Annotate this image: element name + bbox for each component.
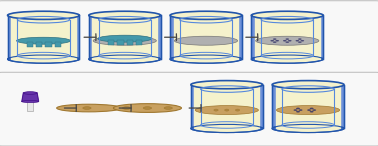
- Ellipse shape: [285, 38, 289, 40]
- Ellipse shape: [296, 108, 300, 109]
- Ellipse shape: [276, 106, 340, 115]
- Polygon shape: [191, 85, 263, 128]
- Ellipse shape: [143, 107, 152, 109]
- Ellipse shape: [288, 40, 291, 41]
- Ellipse shape: [312, 109, 316, 111]
- Ellipse shape: [195, 106, 259, 115]
- Ellipse shape: [307, 109, 311, 111]
- Polygon shape: [92, 15, 157, 59]
- Polygon shape: [194, 85, 259, 128]
- Ellipse shape: [170, 55, 242, 63]
- Bar: [45, 42, 52, 47]
- Ellipse shape: [298, 38, 302, 40]
- Ellipse shape: [294, 109, 297, 111]
- Polygon shape: [11, 15, 76, 59]
- Ellipse shape: [194, 125, 259, 132]
- Ellipse shape: [194, 81, 259, 88]
- Bar: [27, 101, 33, 111]
- Polygon shape: [174, 15, 239, 59]
- Ellipse shape: [98, 35, 152, 42]
- Ellipse shape: [272, 81, 344, 89]
- Ellipse shape: [92, 12, 157, 19]
- Ellipse shape: [174, 56, 238, 63]
- Polygon shape: [276, 85, 340, 128]
- Polygon shape: [89, 15, 161, 59]
- Ellipse shape: [174, 36, 238, 45]
- Ellipse shape: [11, 56, 76, 63]
- Ellipse shape: [57, 104, 121, 112]
- Ellipse shape: [298, 41, 302, 43]
- Ellipse shape: [256, 36, 319, 45]
- Ellipse shape: [270, 40, 274, 41]
- Ellipse shape: [299, 109, 302, 111]
- Bar: [117, 40, 124, 45]
- Polygon shape: [255, 15, 319, 59]
- Ellipse shape: [113, 104, 181, 112]
- Polygon shape: [8, 15, 79, 59]
- Ellipse shape: [8, 55, 79, 63]
- Ellipse shape: [235, 109, 240, 111]
- FancyBboxPatch shape: [0, 1, 378, 74]
- Ellipse shape: [170, 11, 242, 19]
- Ellipse shape: [89, 11, 161, 19]
- Bar: [136, 40, 143, 45]
- Ellipse shape: [283, 40, 287, 41]
- Ellipse shape: [93, 36, 156, 45]
- Ellipse shape: [276, 125, 340, 132]
- Ellipse shape: [276, 40, 279, 41]
- Ellipse shape: [92, 56, 157, 63]
- Polygon shape: [170, 15, 242, 59]
- Ellipse shape: [164, 107, 172, 109]
- Ellipse shape: [191, 81, 263, 89]
- Bar: [36, 42, 42, 47]
- Ellipse shape: [22, 100, 39, 102]
- FancyBboxPatch shape: [0, 72, 378, 146]
- Ellipse shape: [83, 107, 91, 109]
- Ellipse shape: [276, 81, 340, 88]
- Ellipse shape: [214, 109, 218, 111]
- Ellipse shape: [191, 124, 263, 133]
- Ellipse shape: [273, 41, 276, 43]
- Ellipse shape: [23, 92, 37, 94]
- Ellipse shape: [255, 12, 320, 19]
- Ellipse shape: [225, 109, 229, 111]
- Ellipse shape: [255, 56, 320, 63]
- Ellipse shape: [8, 11, 79, 19]
- Ellipse shape: [89, 55, 161, 63]
- Ellipse shape: [310, 111, 314, 113]
- Ellipse shape: [17, 37, 70, 44]
- Polygon shape: [251, 15, 323, 59]
- Ellipse shape: [174, 12, 238, 19]
- Bar: [127, 40, 133, 45]
- Ellipse shape: [272, 124, 344, 133]
- Ellipse shape: [251, 55, 323, 63]
- Polygon shape: [22, 93, 39, 101]
- Ellipse shape: [285, 41, 289, 43]
- Bar: [26, 42, 33, 47]
- Polygon shape: [272, 85, 344, 128]
- Ellipse shape: [296, 111, 300, 113]
- Ellipse shape: [251, 11, 323, 19]
- Ellipse shape: [273, 38, 276, 40]
- Ellipse shape: [301, 40, 304, 41]
- Ellipse shape: [310, 108, 314, 109]
- Ellipse shape: [296, 40, 299, 41]
- Bar: [54, 42, 61, 47]
- Ellipse shape: [122, 107, 131, 109]
- Bar: [108, 40, 114, 45]
- Ellipse shape: [11, 12, 76, 19]
